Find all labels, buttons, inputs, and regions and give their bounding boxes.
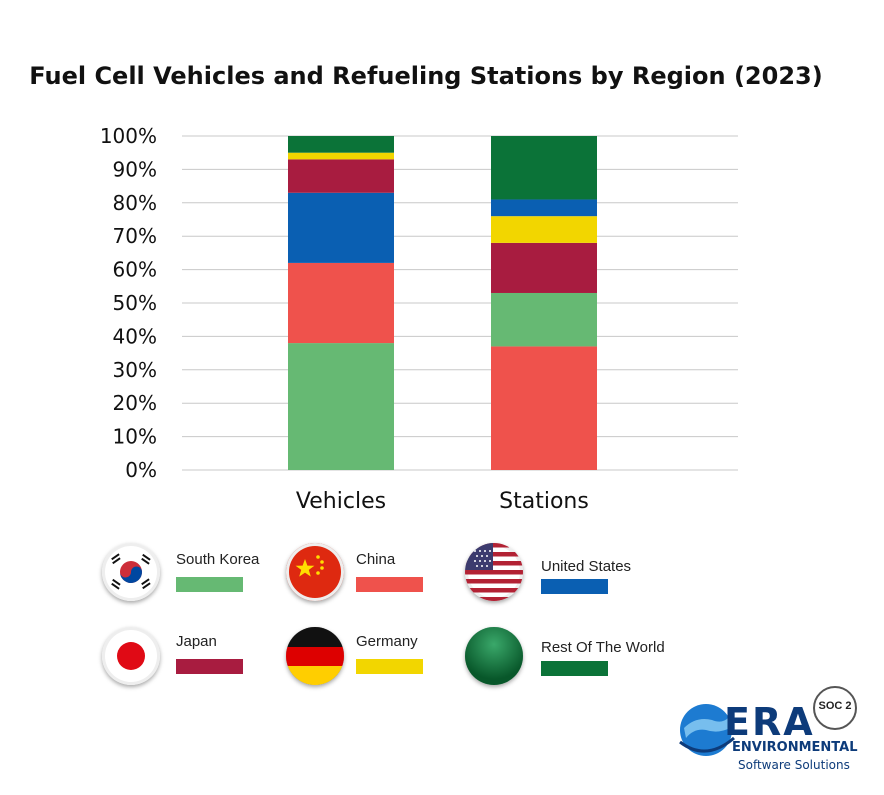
legend-swatch-china (356, 577, 423, 592)
logo-wordmark: ERA (724, 700, 815, 744)
japan-flag-icon (102, 627, 160, 685)
legend-swatch-rest-of-world (541, 661, 608, 676)
soc2-badge: SOC 2 (813, 686, 857, 730)
germany-flag-icon (286, 627, 344, 685)
china-flag-icon (286, 543, 344, 601)
y-tick-label: 90% (113, 157, 157, 181)
bars (288, 136, 597, 470)
bar-segment-stations-united-states (491, 199, 597, 217)
legend-label-germany: Germany (356, 633, 418, 650)
legend-label-china: China (356, 551, 396, 568)
x-axis-labels: Vehicles Stations (296, 489, 589, 514)
logo-subtitle-software: Software Solutions (738, 758, 850, 772)
x-category-label: Stations (499, 489, 589, 514)
bar-segment-stations-rest-of-the-world (491, 136, 597, 200)
chart-title: Fuel Cell Vehicles and Refueling Station… (29, 62, 823, 90)
bar-segment-vehicles-united-states (288, 192, 394, 263)
bar-segment-vehicles-germany (288, 152, 394, 160)
legend-label-united-states: United States (541, 558, 632, 575)
y-tick-label: 20% (113, 391, 157, 415)
era-environmental-logo: ERA ENVIRONMENTAL Software Solutions SOC… (676, 686, 876, 786)
bar-segment-stations-china (491, 346, 597, 470)
y-tick-label: 50% (113, 291, 157, 315)
logo-subtitle-environmental: ENVIRONMENTAL (732, 740, 858, 755)
soc2-badge-label: SOC 2 (818, 700, 852, 712)
united-states-flag-icon (465, 543, 523, 601)
y-tick-label: 40% (113, 324, 157, 348)
globe-icon (679, 704, 735, 756)
y-tick-label: 60% (113, 258, 157, 282)
legend-label-japan: Japan (176, 633, 217, 650)
bar-segment-vehicles-japan (288, 159, 394, 193)
y-tick-label: 80% (113, 191, 157, 215)
y-tick-label: 70% (113, 224, 157, 248)
y-axis-ticks: 0% 10% 20% 30% 40% 50% 60% 70% 80% 90% 100% (100, 124, 157, 482)
rest-of-world-flag-icon (465, 627, 523, 685)
bar-segment-stations-japan (491, 242, 597, 293)
bar-segment-vehicles-china (288, 262, 394, 344)
bar-segment-stations-germany (491, 216, 597, 243)
y-tick-label: 10% (113, 425, 157, 449)
south-korea-flag-icon (102, 543, 160, 601)
stacked-bar-chart: 0% 10% 20% 30% 40% 50% 60% 70% 80% 90% 100% Vehicl… (100, 124, 738, 514)
legend-swatch-united-states (541, 579, 608, 594)
legend-label-south-korea: South Korea (176, 551, 260, 568)
legend-label-rest-of-world: Rest Of The World (541, 639, 665, 656)
legend-swatch-south-korea (176, 577, 243, 592)
legend-swatch-germany (356, 659, 423, 674)
bar-segment-stations-south-korea (491, 292, 597, 347)
bar-segment-vehicles-rest-of-the-world (288, 136, 394, 153)
y-tick-label: 30% (113, 358, 157, 382)
bar-segment-vehicles-south-korea (288, 343, 394, 470)
gridlines (182, 135, 738, 471)
legend-swatch-japan (176, 659, 243, 674)
x-category-label: Vehicles (296, 489, 386, 514)
y-tick-label: 100% (100, 124, 157, 148)
y-tick-label: 0% (125, 458, 157, 482)
